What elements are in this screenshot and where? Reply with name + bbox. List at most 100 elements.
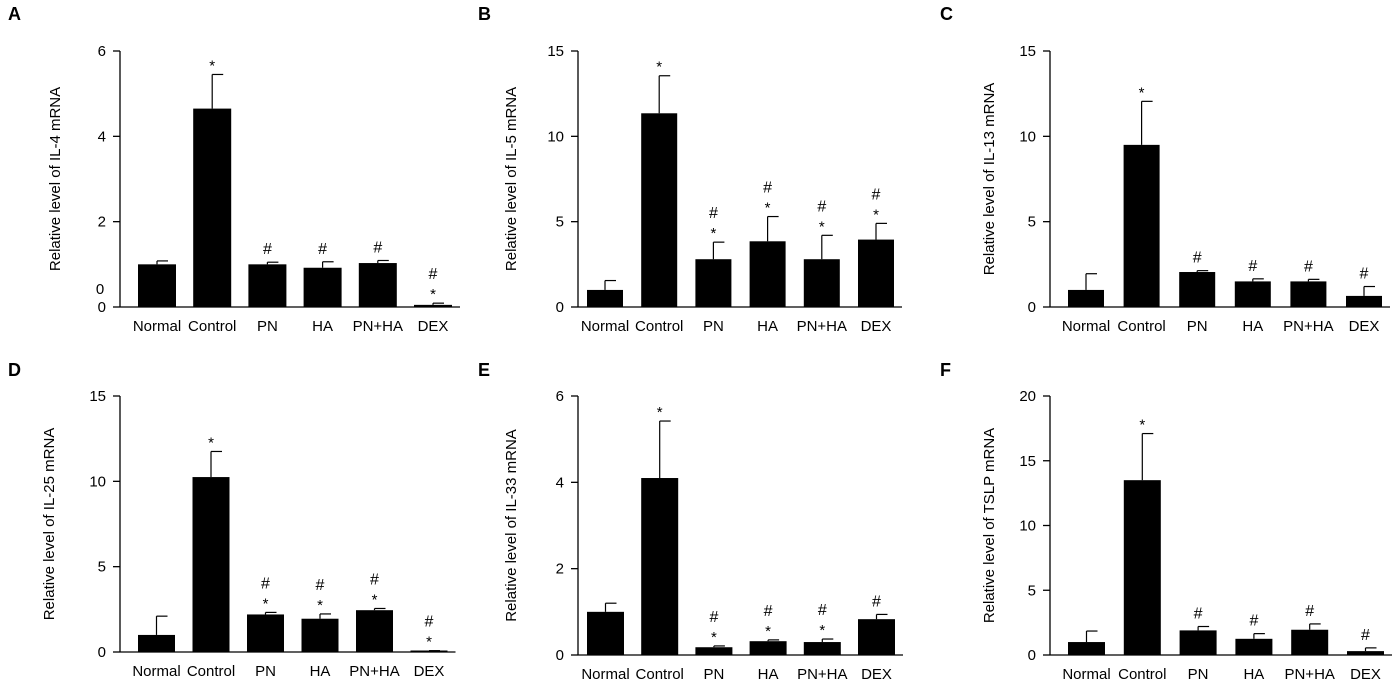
y-tick-label: 4 [556, 474, 564, 491]
y-tick-label: 0 [98, 644, 106, 661]
chart-panel-d: 0 5 10 15 Relative level of IL-25 mRNA Normal… [41, 388, 456, 680]
chart-panel-c: 0 5 10 15 Relative level of IL-13 mRNA Normal… [981, 43, 1390, 335]
chart-panel-e: 0 2 4 6 Relative level of IL-33 mRNA Normal * C… [503, 388, 903, 683]
panel-letter-e: E [478, 360, 491, 380]
bar [1179, 272, 1216, 307]
x-tick-label: Normal [133, 318, 181, 335]
significance-star: * [209, 57, 215, 74]
bar [858, 239, 894, 307]
y-tick-label: 20 [1019, 388, 1036, 405]
y-tick-label: 5 [98, 559, 106, 576]
bar [1235, 638, 1273, 655]
significance-hash: # [316, 577, 325, 594]
significance-hash: # [1305, 603, 1314, 620]
x-tick-label: Normal [581, 318, 629, 335]
y-tick-label: 5 [1028, 582, 1036, 599]
significance-hash: # [1360, 266, 1369, 283]
bar [1234, 281, 1271, 307]
x-tick-label: PN+HA [1284, 666, 1334, 683]
significance-star: * [765, 200, 771, 217]
y-axis-title: Relative level of IL-4 mRNA [47, 87, 64, 271]
y-tick-label: 15 [1019, 453, 1036, 470]
y-tick-label: 10 [1019, 128, 1036, 145]
significance-hash: # [1248, 258, 1257, 275]
significance-star: * [656, 59, 662, 76]
significance-hash: # [1194, 606, 1203, 623]
y-tick-label: 5 [556, 214, 564, 231]
significance-hash: # [872, 186, 881, 203]
significance-star: * [711, 629, 717, 646]
significance-star: * [765, 623, 771, 640]
bar [1291, 629, 1329, 655]
y-tick-label: 10 [547, 128, 564, 145]
x-tick-label: PN+HA [797, 318, 847, 335]
significance-hash: # [425, 614, 434, 631]
y-tick-label: 0 [556, 647, 564, 664]
x-tick-label: Control [1118, 666, 1166, 683]
panel-letter-f: F [940, 360, 951, 380]
x-tick-label: HA [757, 318, 778, 335]
significance-star: * [372, 591, 378, 608]
significance-hash: # [709, 609, 718, 626]
bar [192, 477, 230, 652]
significance-star: * [263, 595, 269, 612]
bar [587, 611, 624, 655]
y-tick-label: 10 [1019, 518, 1036, 535]
chart-panel-b: 0 5 10 15 Relative level of IL-5 mRNA Normal *… [503, 43, 902, 335]
x-tick-label: Control [1117, 318, 1165, 335]
significance-hash: # [263, 241, 272, 258]
bar [1068, 289, 1104, 307]
x-tick-label: DEX [861, 666, 892, 683]
bar [749, 241, 786, 307]
x-tick-label: HA [1243, 666, 1264, 683]
y-tick-label: 15 [89, 388, 106, 405]
bar [1123, 480, 1161, 655]
x-tick-label: PN [703, 666, 724, 683]
y-axis-title: Relative level of IL-25 mRNA [41, 428, 58, 621]
significance-hash: # [1249, 613, 1258, 630]
bar [193, 108, 232, 307]
significance-hash: # [370, 571, 379, 588]
y-tick-label: 0 [98, 299, 106, 316]
significance-hash: # [709, 205, 718, 222]
y-tick-label: 2 [556, 561, 564, 578]
y-tick-label: 15 [1019, 43, 1036, 60]
significance-hash: # [261, 575, 270, 592]
y-tick-label: 0 [1028, 299, 1036, 316]
bar [695, 259, 732, 307]
y-axis-title: Relative level of IL-5 mRNA [503, 87, 520, 271]
bar [414, 304, 452, 307]
x-tick-label: Control [635, 318, 683, 335]
significance-hash: # [817, 198, 826, 215]
bar [138, 264, 176, 307]
x-tick-label: PN [1187, 318, 1208, 335]
bar [1346, 295, 1382, 307]
x-tick-label: DEX [418, 318, 449, 335]
y-tick-label: 6 [556, 388, 564, 405]
x-tick-label: Control [187, 663, 235, 680]
bar [356, 610, 393, 652]
x-tick-label: PN+HA [349, 663, 399, 680]
x-tick-label: HA [1242, 318, 1263, 335]
bar [301, 618, 339, 652]
x-tick-label: PN+HA [797, 666, 847, 683]
bar [858, 619, 895, 655]
significance-star: * [317, 597, 323, 614]
x-tick-label: DEX [861, 318, 892, 335]
bar [138, 634, 175, 652]
significance-star: * [426, 634, 432, 651]
y-tick-label: 5 [1028, 214, 1036, 231]
bar [358, 263, 397, 307]
x-tick-label: PN [703, 318, 724, 335]
x-tick-label: Normal [581, 666, 629, 683]
bar [1123, 144, 1160, 307]
significance-star: * [430, 286, 436, 303]
significance-star: * [657, 404, 663, 421]
y-tick-label: 6 [98, 43, 106, 60]
significance-hash: # [1304, 258, 1313, 275]
bar [1347, 651, 1384, 655]
bar [410, 650, 448, 652]
panel-letter-a: A [8, 4, 21, 24]
x-tick-label: HA [758, 666, 779, 683]
significance-star: * [1139, 417, 1145, 434]
